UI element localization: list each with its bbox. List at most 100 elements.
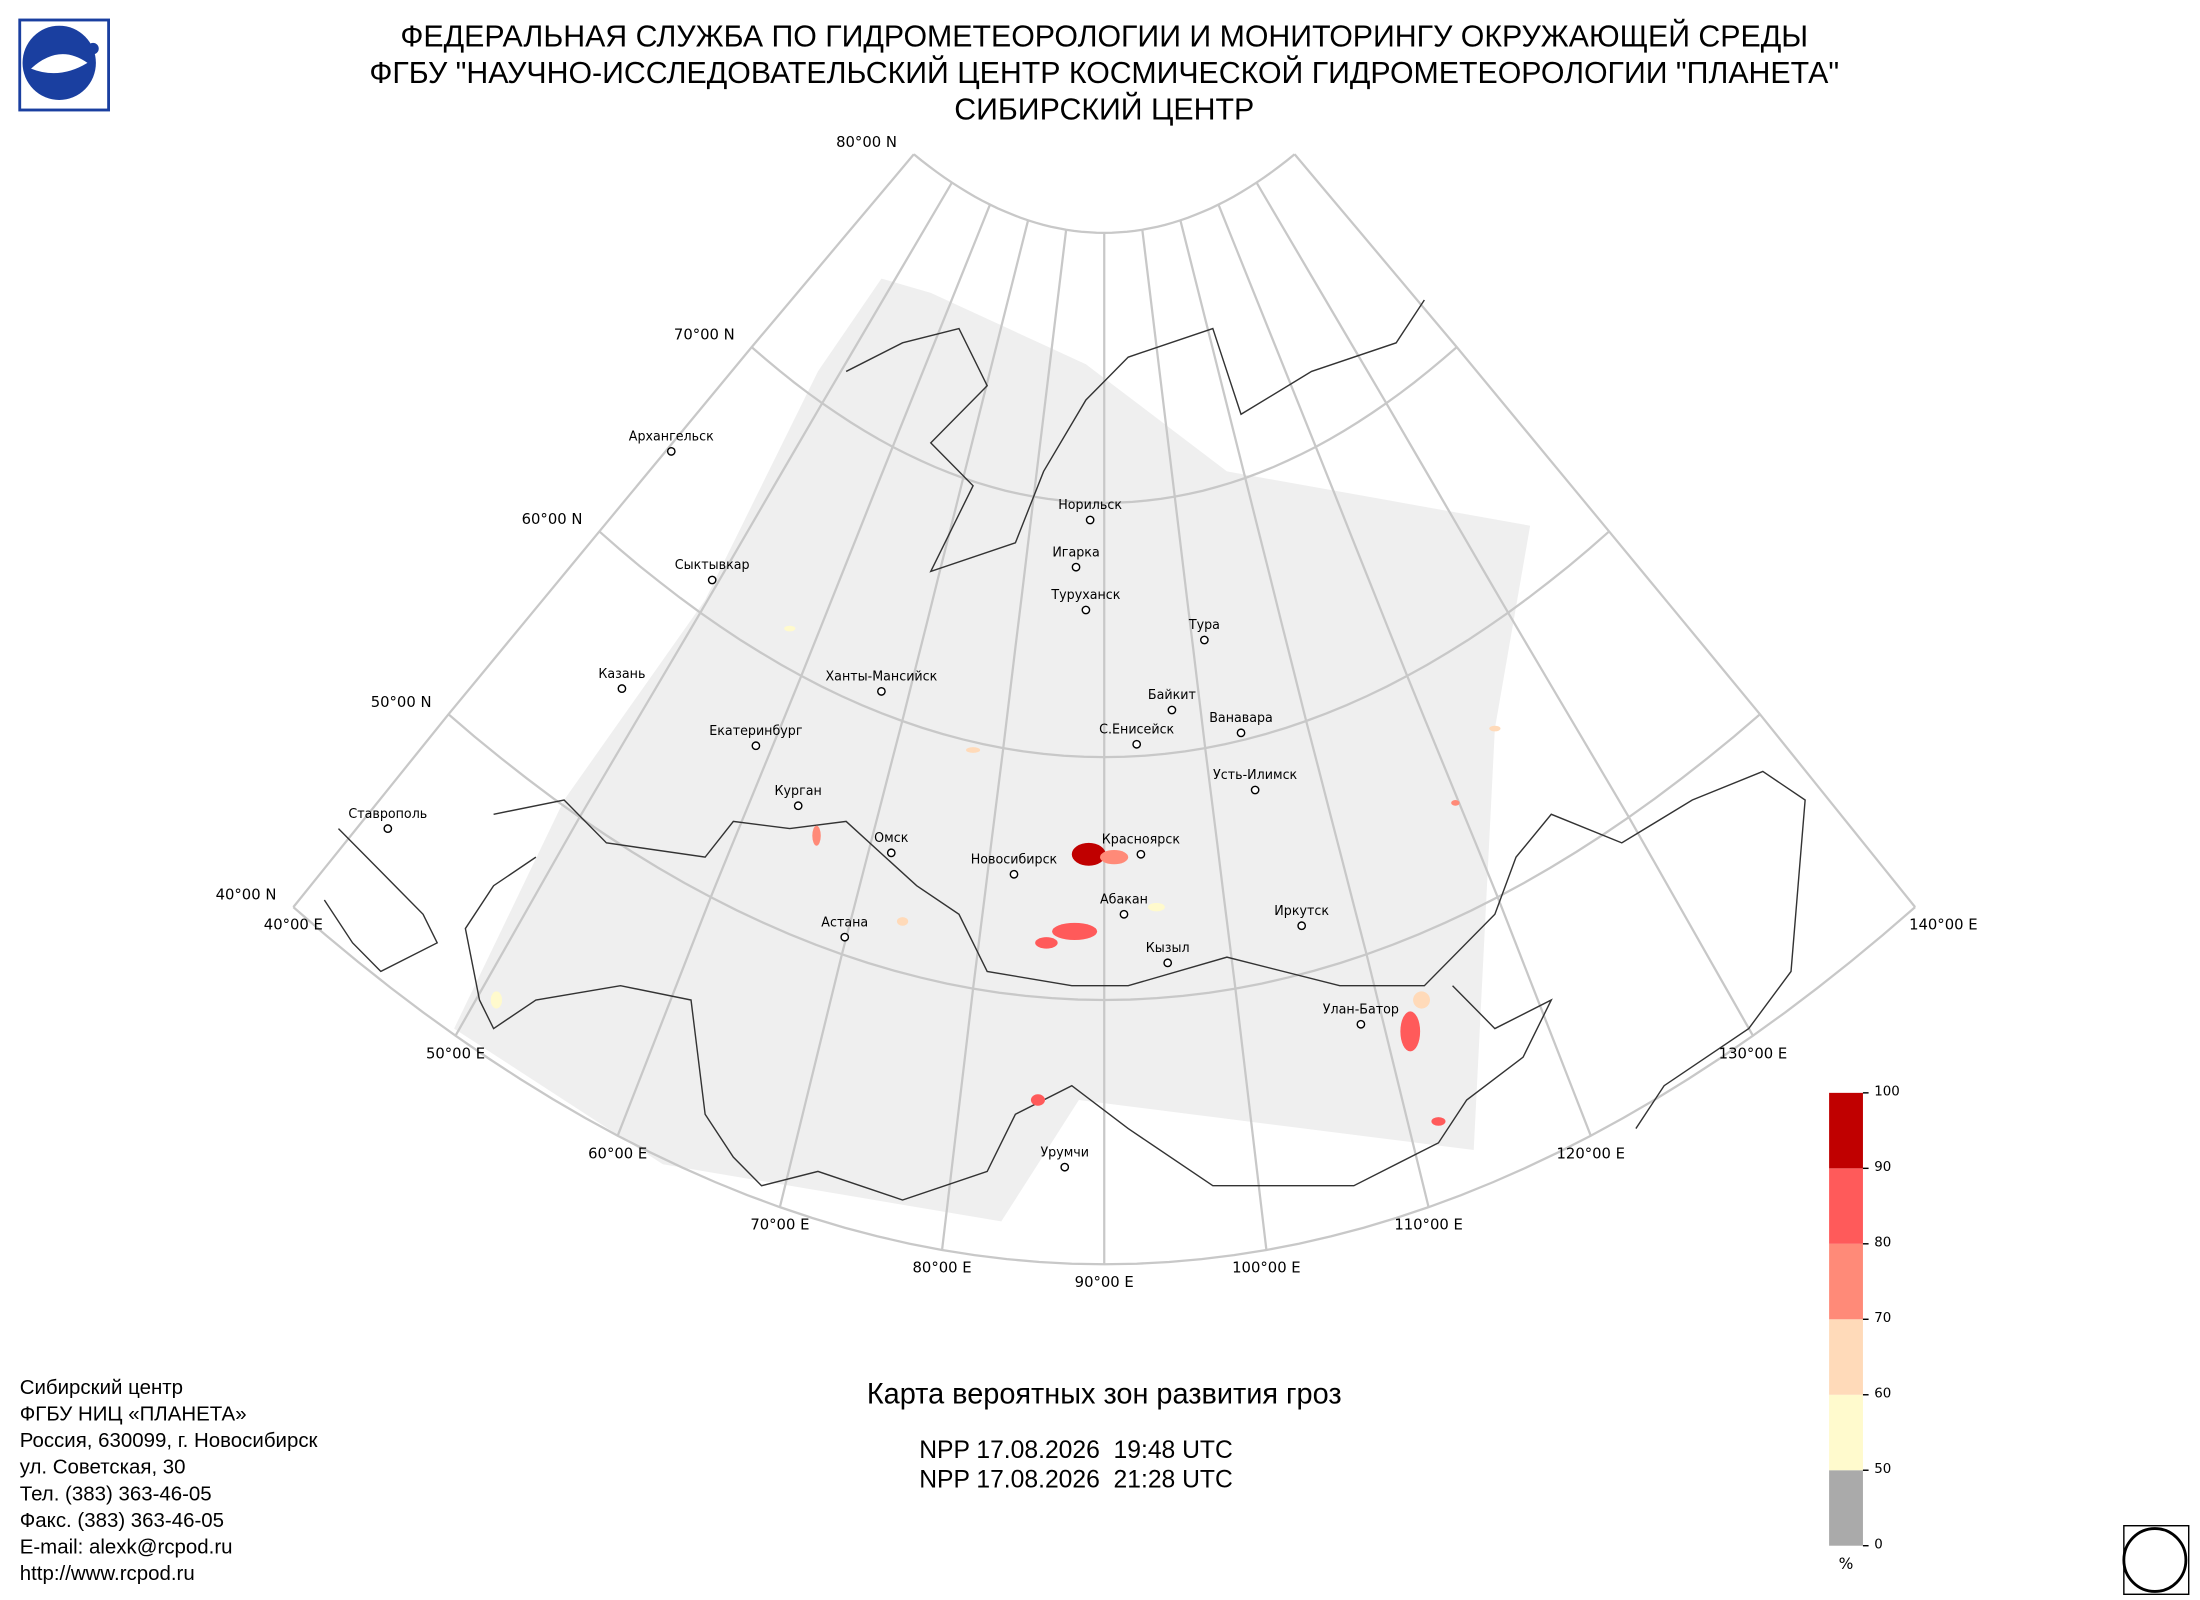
city-label: Усть-Илимск	[1213, 768, 1297, 783]
storm-zone	[1052, 922, 1098, 940]
city-label: Омск	[874, 831, 908, 846]
colorbar-segment	[1829, 1168, 1863, 1244]
colorbar-tick-label: 90	[1874, 1159, 1891, 1175]
city-label: Туруханск	[1050, 588, 1120, 603]
arctic-coast	[845, 299, 1425, 573]
city-label: Игарка	[1052, 545, 1099, 560]
lon-label: 50°00 E	[426, 1044, 485, 1062]
storm-zones	[490, 625, 1501, 1126]
lat-label: 80°00 N	[836, 133, 897, 151]
lat-label: 50°00 N	[371, 693, 432, 711]
contact-line: Тел. (383) 363-46-05	[20, 1482, 212, 1505]
storm-zone	[1413, 991, 1430, 1009]
border-line	[464, 856, 1553, 1201]
city-label: Улан-Батор	[1323, 1002, 1399, 1017]
graticule	[292, 153, 1917, 1266]
city-marker	[1009, 869, 1019, 879]
contact-line: http://www.rcpod.ru	[20, 1562, 195, 1585]
storm-zone	[1100, 850, 1129, 865]
storm-zone	[490, 991, 503, 1009]
borders	[323, 299, 1806, 1201]
meridian	[940, 229, 1068, 1251]
city-marker	[793, 801, 803, 811]
iso-frame	[2123, 1525, 2190, 1595]
meridian	[454, 181, 953, 1037]
meridian	[616, 204, 992, 1137]
city-label: Иркутск	[1274, 904, 1329, 919]
border-line	[493, 770, 1806, 1129]
meridian	[1179, 220, 1430, 1208]
contact-line: Сибирский центр	[20, 1376, 183, 1399]
lon-label: 60°00 E	[588, 1144, 647, 1162]
city-label: Сыктывкар	[675, 558, 750, 573]
city-marker	[707, 575, 717, 585]
city-label: Ванавара	[1209, 711, 1273, 726]
colorbar-tick-label: 60	[1874, 1385, 1891, 1401]
storm-zone	[784, 625, 796, 632]
city-label: Архангельск	[629, 430, 714, 445]
city-label: Тура	[1188, 618, 1220, 633]
contact-line: ул. Советская, 30	[20, 1456, 186, 1479]
lon-label: 100°00 E	[1232, 1259, 1301, 1277]
logo-swoosh	[31, 54, 88, 74]
storm-zone	[812, 825, 821, 846]
city-marker	[383, 824, 393, 834]
city-marker	[1060, 1162, 1070, 1172]
city-marker	[840, 932, 850, 942]
meridian	[778, 220, 1030, 1208]
colorbar-tick-label: 100	[1874, 1083, 1900, 1099]
city-marker	[1132, 739, 1142, 749]
city-label: Казань	[598, 667, 645, 682]
city-label: Урумчи	[1040, 1145, 1089, 1160]
lon-label: 130°00 E	[1719, 1044, 1788, 1062]
satellite-swath	[454, 278, 1531, 1222]
storm-zone	[966, 747, 981, 753]
city-label: Байкит	[1148, 688, 1197, 703]
city-label: Екатеринбург	[709, 724, 803, 739]
storm-zone	[1451, 800, 1460, 806]
iso-logo	[2122, 1525, 2190, 1595]
city-marker	[1071, 562, 1081, 572]
parallel	[292, 906, 1916, 1266]
map-title: Карта вероятных зон развития гроз	[867, 1378, 1342, 1410]
city-label: Абакан	[1100, 892, 1148, 907]
colorbar: 0 50 60 70 80 90 100%	[1829, 1083, 1900, 1573]
city-marker	[886, 848, 896, 858]
meridian	[1141, 229, 1268, 1251]
city-label: Курган	[775, 784, 822, 799]
city-marker	[1356, 1019, 1366, 1029]
city-marker	[1119, 909, 1129, 919]
contact-line: Факс. (383) 363-46-05	[20, 1509, 224, 1532]
meridian	[1255, 181, 1754, 1037]
storm-zone	[1431, 1117, 1446, 1126]
city-marker	[1163, 958, 1173, 968]
city-label: Красноярск	[1102, 832, 1180, 847]
pass-line: NPP 17.08.2026 21:28 UTC	[919, 1466, 1233, 1493]
lon-label: 90°00 E	[1075, 1273, 1134, 1291]
colorbar-segment	[1829, 1319, 1863, 1395]
colorbar-segment	[1829, 1092, 1863, 1169]
storm-zone	[896, 917, 909, 926]
border-line	[323, 828, 439, 973]
city-marker	[1085, 515, 1095, 525]
colorbar-segment	[1829, 1470, 1863, 1546]
contact-line: ФГБУ НИЦ «ПЛАНЕТА»	[20, 1402, 247, 1425]
city-label: Ставрополь	[348, 807, 427, 822]
colorbar-tick-label: 70	[1874, 1310, 1891, 1326]
storm-zone	[1489, 725, 1501, 732]
lon-label: 120°00 E	[1557, 1144, 1626, 1162]
header-line: ФГБУ "НАУЧНО-ИССЛЕДОВАТЕЛЬСКИЙ ЦЕНТР КОС…	[369, 54, 1839, 90]
map-labels: ФЕДЕРАЛЬНАЯ СЛУЖБА ПО ГИДРОМЕТЕОРОЛОГИИ …	[20, 17, 2158, 1585]
lon-label: 110°00 E	[1394, 1216, 1463, 1234]
lon-label: 80°00 E	[913, 1259, 972, 1277]
city-marker	[751, 741, 761, 751]
city-marker	[1199, 635, 1209, 645]
header-line: СИБИРСКИЙ ЦЕНТР	[954, 90, 1254, 126]
colorbar-tick-label: 50	[1874, 1461, 1891, 1477]
contact-line: Россия, 630099, г. Новосибирск	[20, 1429, 319, 1452]
storm-zone	[1035, 937, 1058, 949]
city-marker	[1297, 921, 1307, 931]
colorbar-unit: %	[1839, 1555, 1854, 1573]
colorbar-segment	[1829, 1394, 1863, 1471]
